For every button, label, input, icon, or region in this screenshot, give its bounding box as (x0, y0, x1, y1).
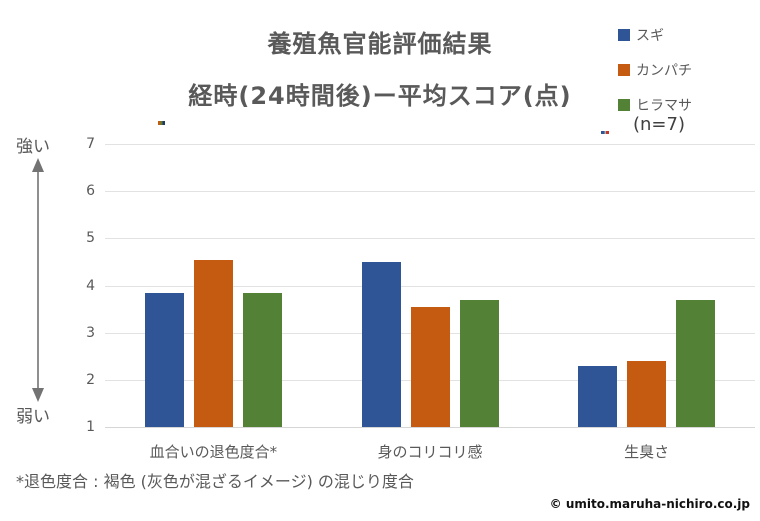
bar-series1-cat2 (361, 261, 401, 427)
bar-series2-cat1 (193, 259, 233, 427)
tiny-artifact-icon (158, 121, 165, 125)
y-tick-4: 4 (86, 277, 95, 294)
bar-series1-cat3 (578, 365, 618, 427)
legend-item-hiramasa: ヒラマサ (618, 98, 692, 114)
bar-series2-cat2 (410, 306, 450, 427)
y-tick-2: 2 (86, 371, 95, 388)
category-label-2: 身のコリコリ感 (377, 443, 483, 461)
gridline-4 (105, 285, 755, 287)
gridline-7 (105, 144, 755, 145)
y-tick-3: 3 (86, 324, 95, 341)
legend-swatch-hiramasa-icon (618, 99, 630, 111)
copyright: © umito.maruha-nichiro.co.jp (549, 497, 750, 511)
legend-label-sugi: スギ (636, 28, 664, 44)
y-tick-6: 6 (86, 183, 95, 200)
y-axis-weak-label: 弱い (16, 407, 50, 427)
chart-title-line2: 経時(24時間後)ー平均スコア(点) (188, 82, 572, 110)
category-label-3: 生臭さ (624, 443, 670, 461)
bar-series1-cat1 (144, 292, 184, 427)
y-tick-1: 1 (86, 419, 95, 435)
footnote: *退色度合 : 褐色 (灰色が混ざるイメージ) の混じり度合 (16, 472, 414, 491)
gridline-6 (105, 191, 755, 193)
gridline-1 (105, 427, 755, 428)
intensity-arrow-icon (32, 158, 44, 402)
legend-swatch-sugi-icon (618, 29, 630, 41)
sample-size-note: (n=7) (633, 114, 685, 135)
category-label-1: 血合いの退色度合* (149, 443, 278, 461)
legend-item-kanpachi: カンパチ (618, 63, 692, 79)
plot-area (105, 144, 755, 428)
legend: スギ カンパチ ヒラマサ (618, 28, 692, 133)
y-tick-7: 7 (86, 136, 95, 152)
bar-series2-cat3 (627, 360, 667, 427)
y-axis-strong-label: 強い (16, 137, 50, 157)
tiny-artifact-icon (601, 131, 609, 134)
legend-label-kanpachi: カンパチ (636, 63, 692, 79)
legend-label-hiramasa: ヒラマサ (636, 98, 692, 114)
y-tick-5: 5 (86, 230, 95, 247)
bar-series3-cat2 (459, 299, 499, 427)
bar-series3-cat3 (676, 299, 716, 427)
legend-item-sugi: スギ (618, 28, 692, 44)
chart-title-line1: 養殖魚官能評価結果 (267, 30, 493, 58)
gridline-5 (105, 238, 755, 240)
bar-series3-cat1 (242, 292, 282, 427)
legend-swatch-kanpachi-icon (618, 64, 630, 76)
